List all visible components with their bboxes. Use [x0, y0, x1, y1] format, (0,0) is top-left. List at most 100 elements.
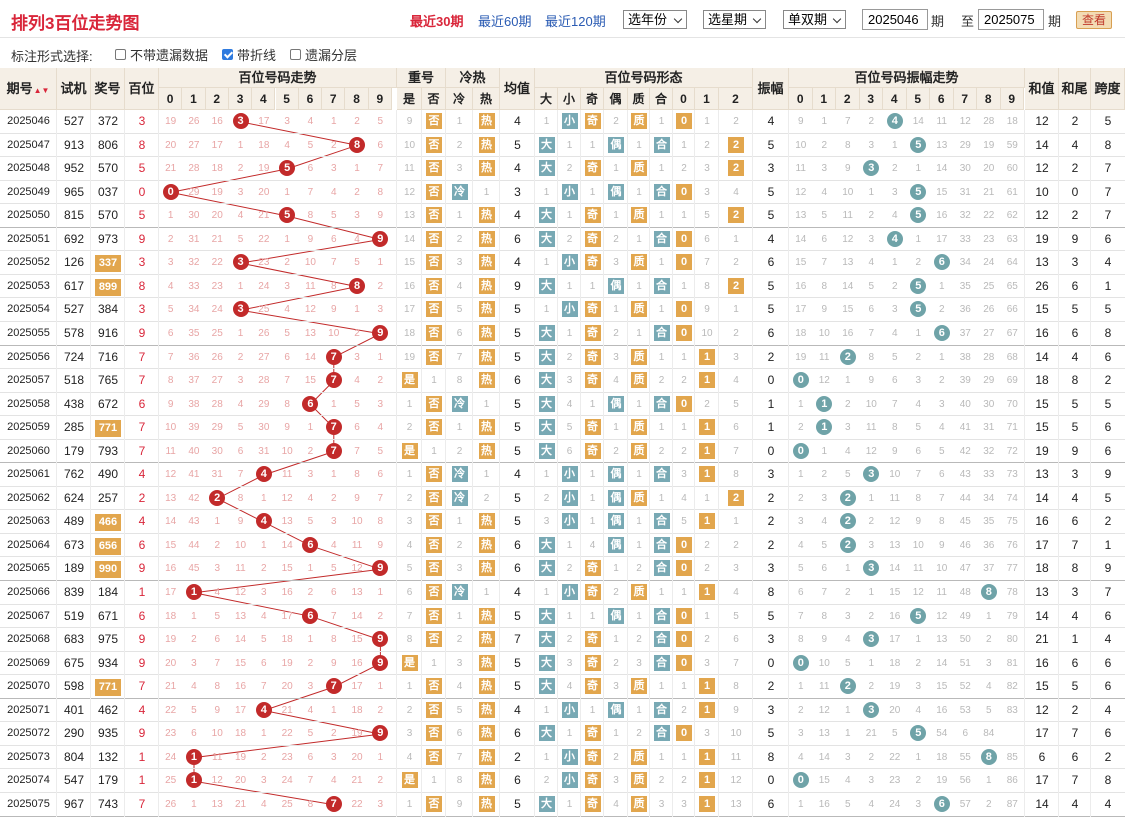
- trend-cell: 6: [167, 327, 174, 339]
- trend-cell: 1: [377, 257, 384, 269]
- road-cell: 2: [719, 134, 753, 158]
- shape-cell: 小: [558, 463, 581, 487]
- query-button[interactable]: 查看: [1076, 11, 1112, 29]
- from-issue-input[interactable]: 2025046: [862, 9, 928, 30]
- period-30-link[interactable]: 最近30期: [410, 14, 464, 29]
- shape-cell: 合: [650, 181, 673, 205]
- amp-trend-cell: 1: [844, 704, 851, 716]
- shape-cell: 质: [628, 581, 650, 605]
- option-missing-layer[interactable]: 遗漏分层: [290, 45, 357, 64]
- amp-trend-cell: 15: [936, 186, 948, 198]
- checkbox-icon[interactable]: [290, 49, 301, 60]
- column-divider: [90, 110, 91, 817]
- row-separator: [0, 697, 1125, 699]
- road-cell: 7: [733, 657, 739, 669]
- avg-cell: 6: [514, 561, 521, 576]
- trend-cell: 27: [258, 351, 270, 363]
- repeat-cell: 否: [422, 534, 446, 558]
- option-no-missing[interactable]: 不带遗漏数据: [115, 45, 208, 64]
- period-60-link[interactable]: 最近60期: [478, 14, 532, 29]
- shape-cell: 合: [650, 652, 673, 676]
- shape-tag: 质: [631, 489, 647, 506]
- trend-cell: 14: [281, 539, 293, 551]
- amp-trend-cell: 19: [889, 681, 901, 693]
- trend-cell: 1: [330, 116, 337, 127]
- sum-cell: 14: [1035, 137, 1049, 152]
- hotcold-cell: 热: [473, 605, 500, 629]
- amp-trend-cell: 2: [891, 163, 898, 175]
- trend-cell: 13: [351, 587, 363, 598]
- amp-trend-cell: 24: [889, 798, 901, 810]
- col-issue-header[interactable]: 期号▲▼: [0, 68, 57, 110]
- amp-ball: 4: [886, 113, 903, 129]
- oddeven-select[interactable]: 单双期: [783, 10, 846, 29]
- amp-trend-cell: 12: [889, 516, 901, 528]
- trend-cell: 18: [234, 728, 247, 740]
- trend-cell: 6: [299, 605, 322, 629]
- avg-cell: 5: [514, 396, 521, 411]
- trend-ball: 7: [325, 372, 342, 389]
- trend-cell: 24: [211, 304, 223, 316]
- to-issue-input[interactable]: 2025075: [978, 9, 1044, 30]
- checkbox-checked-icon[interactable]: [222, 49, 233, 60]
- repeat-tag: 否: [426, 183, 442, 200]
- trend-cell: 11: [212, 751, 223, 763]
- trend-cell: 18: [351, 704, 363, 716]
- road-cell: 0: [673, 228, 695, 252]
- amp-trend-cell: 20: [889, 704, 901, 716]
- road-tag: 0: [676, 560, 692, 577]
- shape-cell: 质: [628, 440, 650, 464]
- weekday-select[interactable]: 选星期: [703, 10, 766, 29]
- year-select[interactable]: 选年份: [623, 10, 687, 29]
- road-cell: 4: [733, 375, 739, 387]
- shape-cell: 质: [628, 251, 650, 275]
- trend-ball: 7: [325, 678, 342, 695]
- repeat-cell: 否: [422, 793, 446, 817]
- repeat-cell: 9: [406, 116, 413, 127]
- issue-cell: 2025074: [7, 774, 50, 787]
- repeat-tag: 是: [401, 654, 418, 671]
- amp-trend-cell: 36: [959, 304, 971, 316]
- trend-cell: 9: [369, 628, 392, 652]
- row-separator: [0, 650, 1125, 652]
- prize-cell: 656: [91, 534, 125, 558]
- hotcold-cell: 6: [456, 327, 463, 339]
- amp-trend-cell: 5: [907, 204, 931, 228]
- amp-trend-cell: 11: [819, 681, 830, 693]
- checkbox-icon[interactable]: [115, 49, 126, 60]
- amp-trend-cell: 86: [1006, 775, 1018, 787]
- trend-cell: 2: [261, 751, 267, 763]
- amp-trend-cell: 7: [844, 116, 851, 127]
- col-hundreds-header: 百位: [125, 68, 159, 110]
- avg-cell: 4: [514, 467, 521, 482]
- shape-cell: 大: [535, 228, 558, 252]
- shape-tag: 小: [561, 513, 578, 530]
- repeat-tag: 否: [426, 631, 442, 648]
- trend-cell: 10: [351, 516, 363, 528]
- amp-trend-cell: 12: [842, 233, 854, 245]
- shape-tag: 合: [653, 513, 670, 530]
- trend-cell: 24: [165, 751, 177, 763]
- period-120-link[interactable]: 最近120期: [545, 14, 606, 29]
- amp-trend-cell: 17: [889, 634, 901, 646]
- amp-trend-cell: 55: [959, 751, 971, 763]
- shape-tag: 偶: [608, 513, 624, 530]
- road-tag: 0: [676, 536, 692, 553]
- issue-cell: 2025052: [7, 256, 50, 269]
- trend-cell: 9: [284, 422, 290, 434]
- trend-cell: 16: [211, 116, 223, 127]
- prize-cell: 973: [97, 231, 119, 246]
- sort-icon[interactable]: ▲▼: [33, 86, 50, 95]
- trend-cell: 8: [307, 210, 314, 222]
- row-separator: [0, 791, 1125, 793]
- option-polyline[interactable]: 带折线: [222, 45, 276, 64]
- trend-cell: 8: [307, 798, 314, 810]
- hotcold-cell: 3: [456, 657, 463, 669]
- trend-cell: 40: [188, 445, 200, 457]
- road-tag: 2: [728, 160, 744, 177]
- trend-ball: 4: [255, 701, 272, 718]
- road-cell: 4: [733, 587, 739, 598]
- shape-cell: 奇: [581, 675, 604, 699]
- shape-cell: 5: [566, 422, 573, 434]
- trial-cell: 762: [63, 467, 85, 482]
